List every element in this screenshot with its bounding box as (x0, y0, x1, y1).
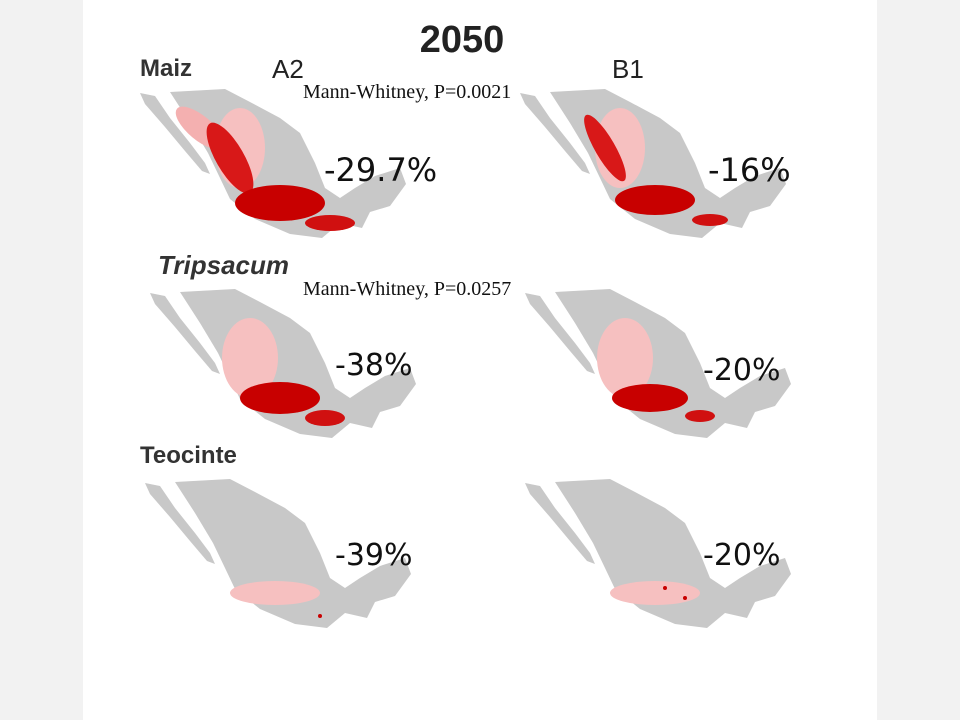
change-label: -20% (703, 538, 781, 573)
map (140, 89, 406, 238)
change-label: -20% (703, 353, 781, 388)
change-label: -16% (708, 151, 791, 189)
map (525, 289, 791, 438)
map (525, 479, 791, 628)
change-label: -39% (335, 538, 413, 573)
stat-test: Mann-Whitney, P=0.0257 (303, 278, 511, 300)
group-label: Tripsacum (158, 250, 289, 280)
map (145, 479, 411, 628)
column-label: A2 (272, 54, 304, 84)
title: 2050 (420, 19, 505, 61)
change-label: -38% (335, 348, 413, 383)
group-label: Maiz (140, 55, 192, 82)
group-label: Teocinte (140, 442, 237, 469)
column-label: B1 (612, 54, 644, 84)
change-label: -29.7% (324, 151, 437, 189)
map (150, 289, 416, 438)
map (520, 89, 786, 238)
stat-test: Mann-Whitney, P=0.0021 (303, 81, 511, 103)
